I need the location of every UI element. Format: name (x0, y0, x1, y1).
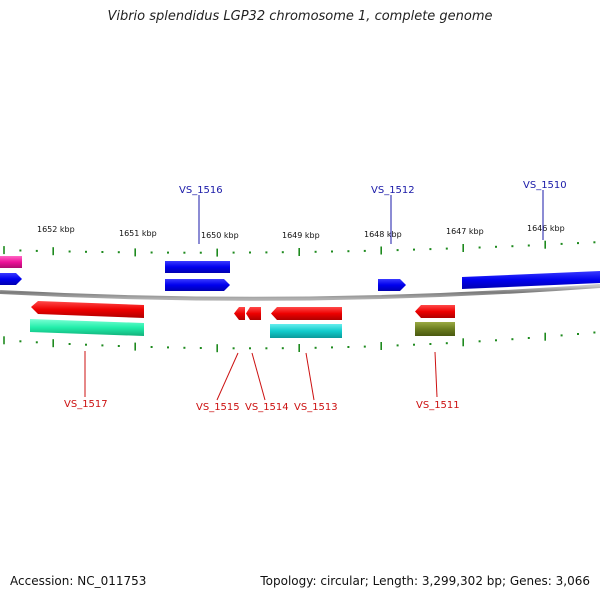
genome-stats-text: Topology: circular; Length: 3,299,302 bp… (260, 574, 590, 588)
accession-text: Accession: NC_011753 (10, 574, 147, 588)
scale-label: 1649 kbp (282, 231, 320, 240)
scale-label: 1646 kbp (527, 224, 565, 233)
gene-label[interactable]: VS_1515 (196, 402, 240, 413)
scale-label: 1647 kbp (446, 227, 484, 236)
gene-arrow[interactable] (270, 324, 342, 338)
inner-tick-ring (3, 331, 596, 353)
gene-label[interactable]: VS_1510 (523, 180, 567, 191)
gene-label[interactable]: VS_1514 (245, 402, 289, 413)
map-title: Vibrio splendidus LGP32 chromosome 1, co… (107, 9, 493, 24)
gene-label[interactable]: VS_1516 (179, 185, 223, 196)
leader-line (251, 352, 266, 401)
scale-label: 1651 kbp (119, 229, 157, 238)
forward-strand-genes (0, 256, 600, 291)
outer-tick-ring (3, 240, 596, 257)
gene-arrow[interactable] (415, 305, 455, 318)
gene-arrow[interactable] (31, 301, 144, 318)
gene-arrow[interactable] (378, 279, 406, 291)
leader-line (434, 351, 438, 398)
leader-line (305, 352, 315, 401)
gene-label[interactable]: VS_1511 (416, 400, 460, 411)
gene-arrow[interactable] (0, 273, 22, 285)
gene-arrow[interactable] (30, 319, 144, 336)
leader-line (216, 352, 239, 401)
reverse-gene-labels: VS_1517 VS_1515 VS_1514 VS_1513 VS_1511 (64, 351, 460, 413)
forward-gene-labels: VS_1516 VS_1512 VS_1510 (179, 180, 567, 244)
gene-arrow[interactable] (0, 256, 22, 268)
scale-labels: 1652 kbp 1651 kbp 1650 kbp 1649 kbp 1648… (37, 224, 565, 240)
gene-label[interactable]: VS_1512 (371, 185, 415, 196)
gene-arrow[interactable] (165, 261, 230, 273)
reverse-strand-genes (30, 301, 455, 338)
gene-label[interactable]: VS_1517 (64, 399, 108, 410)
scale-label: 1648 kbp (364, 230, 402, 239)
gene-arrow[interactable] (234, 307, 245, 320)
scale-label: 1650 kbp (201, 231, 239, 240)
gene-arrow[interactable] (165, 279, 230, 291)
gene-arrow[interactable] (415, 322, 455, 336)
gene-arrow[interactable] (246, 307, 261, 320)
genome-backbone (0, 284, 600, 301)
gene-arrow[interactable] (271, 307, 342, 320)
scale-label: 1652 kbp (37, 225, 75, 234)
gene-label[interactable]: VS_1513 (294, 402, 338, 413)
gene-arrow[interactable] (462, 271, 600, 289)
